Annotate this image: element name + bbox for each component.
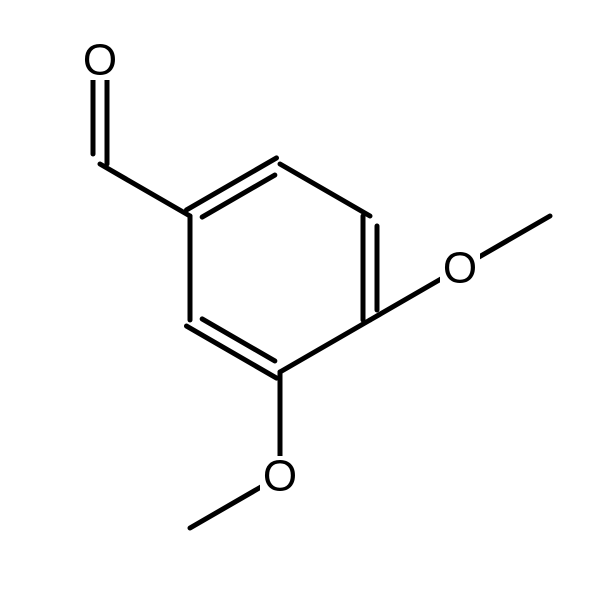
bond: [280, 164, 370, 216]
bond: [477, 216, 550, 258]
bond: [370, 278, 443, 320]
atom-label: O: [443, 244, 477, 293]
bond: [280, 320, 370, 372]
bond: [100, 164, 190, 216]
atom-label: O: [263, 452, 297, 501]
bond: [190, 486, 263, 528]
atom-label: O: [83, 36, 117, 85]
molecule-diagram: O O O: [0, 0, 600, 600]
